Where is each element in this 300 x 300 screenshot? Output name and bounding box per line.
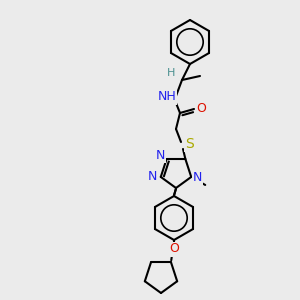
Text: N: N [193,171,202,184]
Text: N: N [156,148,165,162]
Text: S: S [184,137,194,151]
Text: H: H [167,68,175,78]
Text: O: O [169,242,179,256]
Text: NH: NH [158,91,176,103]
Text: O: O [196,101,206,115]
Text: N: N [148,170,158,183]
